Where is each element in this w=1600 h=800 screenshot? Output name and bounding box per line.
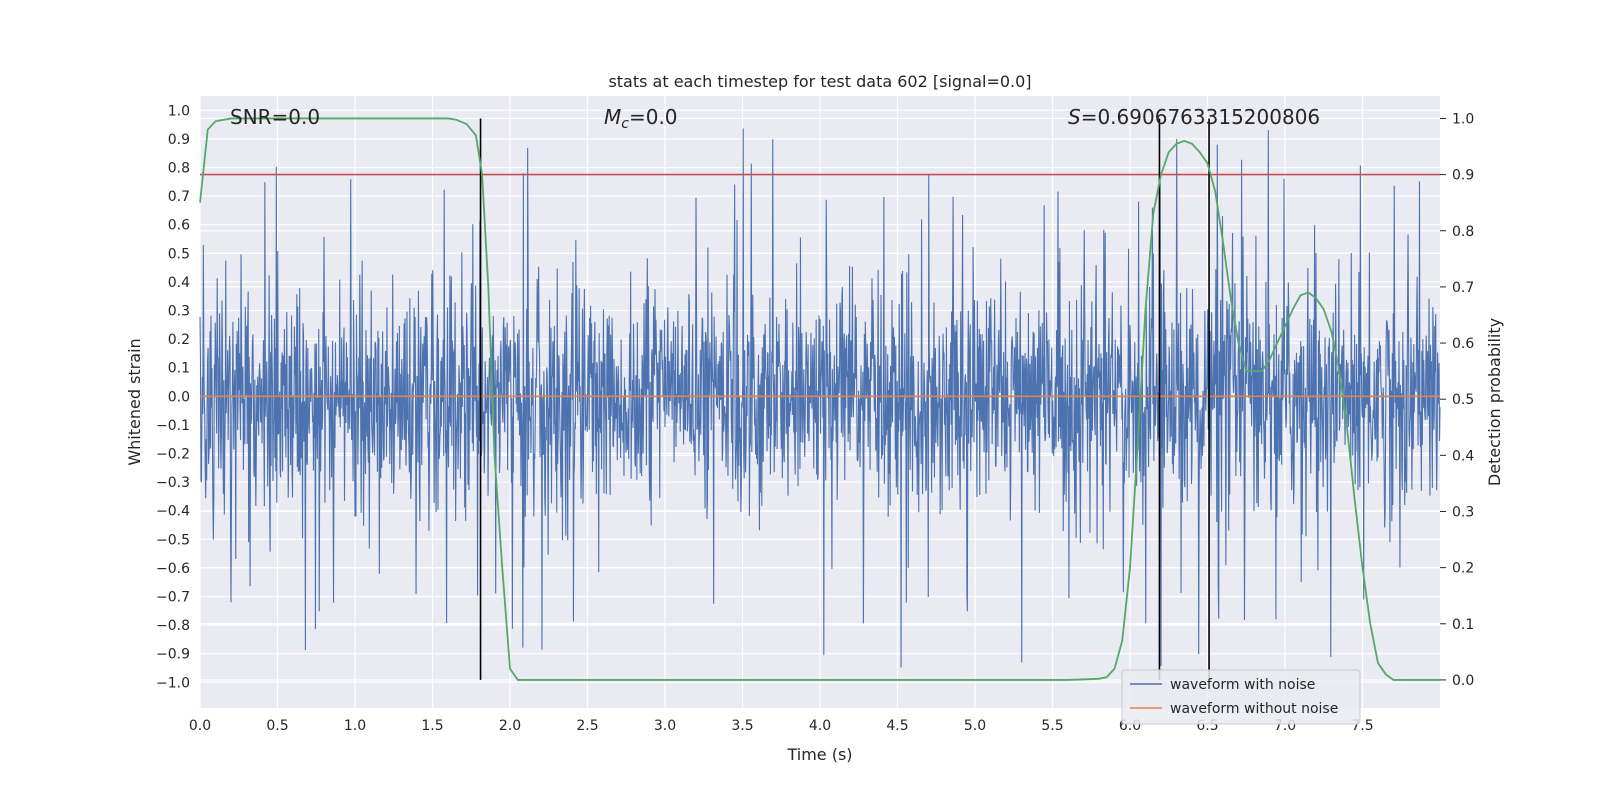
left-tick-label: 1.0 bbox=[168, 103, 190, 119]
snr-annotation: SNR=0.0 bbox=[230, 105, 320, 129]
x-tick-label: 5.0 bbox=[964, 718, 986, 734]
legend-label-clean: waveform without noise bbox=[1170, 701, 1338, 717]
left-tick-label: 0.7 bbox=[168, 189, 190, 205]
x-axis-label: Time (s) bbox=[786, 745, 852, 764]
left-tick-label: −0.9 bbox=[156, 647, 190, 663]
x-tick-label: 0.0 bbox=[189, 718, 211, 734]
left-tick-label: 0.3 bbox=[168, 303, 190, 319]
left-tick-label: 0.2 bbox=[168, 332, 190, 348]
right-axis-ticks: 1.0 0.9 0.8 0.7 0.6 0.5 0.4 0.3 0.2 0.1 0.0 bbox=[1440, 111, 1474, 689]
left-tick-label: 0.4 bbox=[168, 275, 190, 291]
left-tick-label: −0.7 bbox=[156, 589, 190, 605]
overlays bbox=[199, 117, 1440, 681]
left-tick-label: −0.5 bbox=[156, 532, 190, 548]
x-tick-label: 3.5 bbox=[731, 718, 753, 734]
x-tick-label: 5.5 bbox=[1041, 718, 1063, 734]
left-tick-label: 0.6 bbox=[168, 218, 190, 234]
chart-title: stats at each timestep for test data 602… bbox=[608, 72, 1031, 91]
x-tick-label: 1.5 bbox=[421, 718, 443, 734]
left-tick-label: −1.0 bbox=[156, 675, 190, 691]
right-tick-label: 0.9 bbox=[1452, 168, 1474, 184]
legend-box bbox=[1121, 669, 1361, 725]
right-tick-label: 1.0 bbox=[1452, 111, 1474, 127]
left-tick-label: 0.1 bbox=[168, 361, 190, 377]
right-tick-label: 0.8 bbox=[1452, 224, 1474, 240]
left-tick-label: −0.2 bbox=[156, 446, 190, 462]
s-annotation: S=0.6906763315200806 bbox=[1068, 105, 1320, 129]
series-waveform-with-noise bbox=[199, 128, 1441, 668]
x-tick-label: 4.5 bbox=[886, 718, 908, 734]
right-tick-label: 0.5 bbox=[1452, 392, 1474, 408]
right-tick-label: 0.1 bbox=[1452, 617, 1474, 633]
right-tick-label: 0.3 bbox=[1452, 504, 1474, 520]
detection-probability-curve bbox=[199, 117, 1440, 681]
left-axis-label: Whitened strain bbox=[125, 338, 144, 465]
noise-trace bbox=[199, 128, 1441, 668]
x-tick-label: 2.0 bbox=[499, 718, 521, 734]
x-tick-label: 0.5 bbox=[266, 718, 288, 734]
x-tick-label: 2.5 bbox=[576, 718, 598, 734]
right-tick-label: 0.2 bbox=[1452, 561, 1474, 577]
left-tick-label: 0.8 bbox=[168, 160, 190, 176]
left-axis-ticks: 1.0 0.9 0.8 0.7 0.6 0.5 0.4 0.3 0.2 0.1 0.0 −0.1 −0.… bbox=[156, 103, 190, 691]
right-tick-label: 0.6 bbox=[1452, 336, 1474, 352]
right-tick-label: 0.7 bbox=[1452, 280, 1474, 296]
left-tick-label: 0.5 bbox=[168, 246, 190, 262]
legend-label-noise: waveform with noise bbox=[1170, 677, 1315, 693]
left-tick-label: 0.9 bbox=[168, 132, 190, 148]
right-axis-label: Detection probability bbox=[1485, 318, 1504, 486]
x-tick-label: 1.0 bbox=[344, 718, 366, 734]
right-tick-label: 0.0 bbox=[1452, 673, 1474, 689]
left-tick-label: −0.3 bbox=[156, 475, 190, 491]
left-tick-label: −0.4 bbox=[156, 504, 190, 520]
left-tick-label: 0.0 bbox=[168, 389, 190, 405]
x-tick-label: 3.0 bbox=[654, 718, 676, 734]
x-tick-label: 4.0 bbox=[809, 718, 831, 734]
right-tick-label: 0.4 bbox=[1452, 448, 1474, 464]
mc-annotation: Mc=0.0 bbox=[604, 105, 678, 132]
left-tick-label: −0.6 bbox=[156, 561, 190, 577]
legend: waveform with noise waveform without noi… bbox=[1121, 669, 1361, 725]
left-tick-label: −0.1 bbox=[156, 418, 190, 434]
left-tick-label: −0.8 bbox=[156, 618, 190, 634]
